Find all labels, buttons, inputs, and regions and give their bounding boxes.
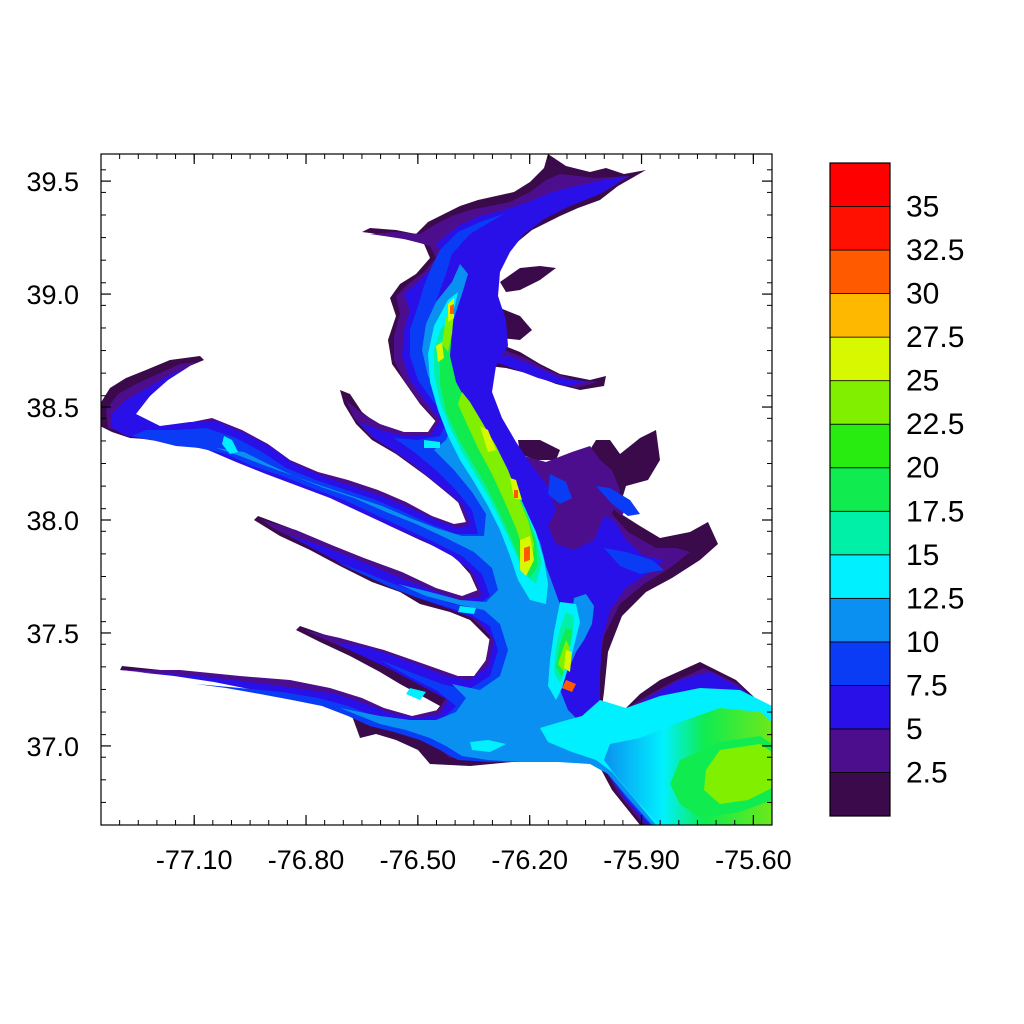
colorbar-swatch — [829, 554, 891, 599]
colorbar-swatch — [829, 772, 891, 817]
colorbar-label: 27.5 — [906, 321, 964, 354]
colorbar-label: 32.5 — [906, 234, 964, 267]
colorbar-label: 22.5 — [906, 408, 964, 441]
colorbar-swatch — [829, 467, 891, 512]
colorbar-swatch — [829, 423, 891, 469]
colorbar-swatch — [829, 336, 891, 382]
x-axis: -77.10 -76.80 -76.50 -76.20 -75.90 -75.60 — [100, 154, 792, 875]
colorbar-swatch — [829, 597, 891, 643]
colorbar-swatch — [829, 728, 891, 773]
colorbar-label: 30 — [906, 278, 939, 311]
y-tick-label: 39.0 — [26, 280, 79, 310]
y-axis: 37.0 37.5 38.0 38.5 39.0 39.5 — [26, 167, 772, 826]
y-tick-label: 37.0 — [26, 732, 79, 762]
colorbar-label: 5 — [906, 713, 923, 746]
colorbar-swatch — [829, 641, 891, 686]
colorbar-swatch — [829, 380, 891, 425]
colorbar-label: 2.5 — [906, 756, 948, 789]
colorbar-label: 7.5 — [906, 669, 948, 702]
colorbar-swatch — [829, 249, 891, 294]
colorbar-swatch — [829, 685, 891, 730]
colorbar-swatch — [829, 162, 891, 207]
colorbar-label: 25 — [906, 365, 939, 398]
colorbar-swatch — [829, 510, 891, 556]
x-tick-label: -76.80 — [268, 845, 345, 875]
colorbar-swatch — [829, 206, 891, 251]
x-tick-label: -75.60 — [715, 845, 792, 875]
contour-band-30-37.5 — [450, 304, 576, 692]
y-tick-label: 37.5 — [26, 619, 79, 649]
colorbar-label: 20 — [906, 452, 939, 485]
colorbar-frame — [829, 162, 891, 817]
y-tick-label: 38.0 — [26, 506, 79, 536]
colorbar-label: 15 — [906, 539, 939, 572]
colorbar-label: 12.5 — [906, 582, 964, 615]
x-tick-label: -75.90 — [603, 845, 680, 875]
colorbar-swatch — [829, 293, 891, 338]
x-tick-label: -77.10 — [156, 845, 233, 875]
colorbar-label: 35 — [906, 191, 939, 224]
colorbar-label: 10 — [906, 626, 939, 659]
y-tick-label: 39.5 — [26, 167, 79, 197]
plot-area — [101, 154, 772, 825]
x-tick-label: -76.20 — [491, 845, 568, 875]
x-tick-label: -76.50 — [380, 845, 457, 875]
y-tick-label: 38.5 — [26, 393, 79, 423]
contour-band-20-25 — [442, 312, 772, 804]
colorbar-label: 17.5 — [906, 495, 964, 528]
colorbar: 2.5 5 7.5 10 12.5 15 17.5 20 22.5 25 27.5 30 32.5 35 — [829, 162, 964, 817]
